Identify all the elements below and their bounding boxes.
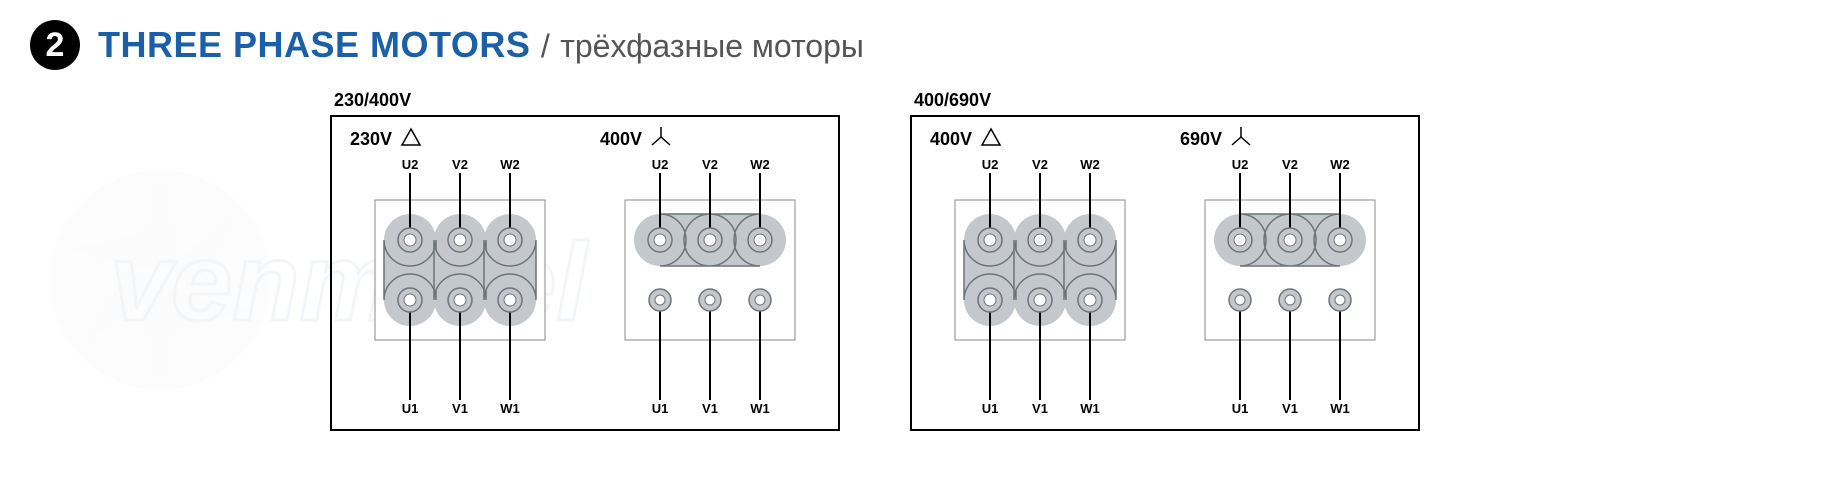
diagram-box: 230V U2 V2 W2 U1 V1 W1 400V U2 V2 W2 U1 V1 W1 <box>330 115 840 431</box>
terminal-diagram: U2 V2 W2 U1 V1 W1 <box>600 155 820 415</box>
terminal-diagram: U2 V2 W2 U1 V1 W1 <box>1180 155 1400 415</box>
section-header: 2 THREE PHASE MOTORS / трёхфазные моторы <box>0 0 1840 80</box>
section-badge: 2 <box>30 20 80 70</box>
badge-number: 2 <box>46 26 65 65</box>
terminal-diagram: U2 V2 W2 U1 V1 W1 <box>930 155 1150 415</box>
voltage-value: 690V <box>1180 129 1222 150</box>
diagram-header: 400V <box>930 127 1002 151</box>
svg-text:U2: U2 <box>402 157 419 172</box>
diagram-box: 400V U2 V2 W2 U1 V1 W1 690V U2 V2 W2 U1 V1 W1 <box>910 115 1420 431</box>
delta-icon <box>400 127 422 147</box>
group-voltage-label: 230/400V <box>334 90 840 111</box>
connection-diagram: 400V U2 V2 W2 U1 V1 W1 <box>930 127 1150 415</box>
svg-text:V2: V2 <box>702 157 718 172</box>
svg-text:W1: W1 <box>1080 401 1100 415</box>
diagram-header: 400V <box>600 127 672 151</box>
svg-text:U1: U1 <box>402 401 419 415</box>
svg-text:W2: W2 <box>1330 157 1350 172</box>
voltage-value: 400V <box>930 129 972 150</box>
svg-text:W1: W1 <box>500 401 520 415</box>
svg-text:V1: V1 <box>1282 401 1298 415</box>
svg-text:U1: U1 <box>982 401 999 415</box>
voltage-group: 230/400V 230V U2 V2 W2 U1 V1 W1 400V U2 V2 W2 U1 V1… <box>330 90 840 431</box>
group-voltage-label: 400/690V <box>914 90 1420 111</box>
svg-text:V1: V1 <box>702 401 718 415</box>
svg-text:W1: W1 <box>750 401 770 415</box>
star-icon <box>1230 126 1252 148</box>
svg-text:V1: V1 <box>452 401 468 415</box>
svg-text:U2: U2 <box>1232 157 1249 172</box>
svg-text:V2: V2 <box>1282 157 1298 172</box>
svg-text:W2: W2 <box>500 157 520 172</box>
svg-text:W2: W2 <box>750 157 770 172</box>
diagrams-content: 230/400V 230V U2 V2 W2 U1 V1 W1 400V U2 V2 W2 U1 V1… <box>0 80 1840 431</box>
voltage-group: 400/690V 400V U2 V2 W2 U1 V1 W1 690V U2 V2 W2 U1 V1… <box>910 90 1420 431</box>
svg-text:U1: U1 <box>1232 401 1249 415</box>
connection-diagram: 230V U2 V2 W2 U1 V1 W1 <box>350 127 570 415</box>
title-english: THREE PHASE MOTORS <box>98 24 530 65</box>
svg-text:U2: U2 <box>652 157 669 172</box>
diagram-header: 690V <box>1180 127 1252 151</box>
section-title: THREE PHASE MOTORS / трёхфазные моторы <box>98 24 864 66</box>
svg-text:V2: V2 <box>1032 157 1048 172</box>
title-russian: трёхфазные моторы <box>560 28 864 64</box>
svg-text:V2: V2 <box>452 157 468 172</box>
title-separator: / <box>541 28 550 64</box>
svg-text:W1: W1 <box>1330 401 1350 415</box>
voltage-value: 230V <box>350 129 392 150</box>
diagram-header: 230V <box>350 127 422 151</box>
svg-text:U1: U1 <box>652 401 669 415</box>
voltage-value: 400V <box>600 129 642 150</box>
connection-diagram: 400V U2 V2 W2 U1 V1 W1 <box>600 127 820 415</box>
connection-diagram: 690V U2 V2 W2 U1 V1 W1 <box>1180 127 1400 415</box>
svg-text:W2: W2 <box>1080 157 1100 172</box>
svg-text:U2: U2 <box>982 157 999 172</box>
svg-text:V1: V1 <box>1032 401 1048 415</box>
star-icon <box>650 126 672 148</box>
delta-icon <box>980 127 1002 147</box>
terminal-diagram: U2 V2 W2 U1 V1 W1 <box>350 155 570 415</box>
